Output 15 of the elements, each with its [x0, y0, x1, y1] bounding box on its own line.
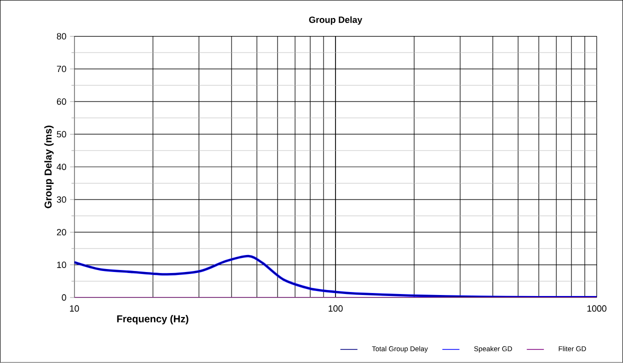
- y-tick-label: 50: [56, 131, 66, 138]
- x-tick-label: 10: [70, 305, 79, 312]
- y-axis-title: Group Delay (ms): [44, 126, 54, 208]
- x-tick-label: 1000: [587, 305, 606, 312]
- y-tick-label: 30: [56, 196, 66, 203]
- x-axis-title: Frequency (Hz): [117, 315, 188, 324]
- y-tick-label: 80: [56, 33, 66, 40]
- y-tick-label: 60: [56, 98, 66, 105]
- y-tick-label: 0: [62, 294, 66, 301]
- y-tick-label: 70: [56, 66, 66, 72]
- y-tick-label: 40: [56, 164, 66, 170]
- x-tick-label: 100: [328, 305, 343, 312]
- chart-title: Group Delay: [309, 16, 362, 25]
- y-tick-label: 20: [56, 229, 66, 236]
- y-tick-label: 10: [57, 262, 66, 268]
